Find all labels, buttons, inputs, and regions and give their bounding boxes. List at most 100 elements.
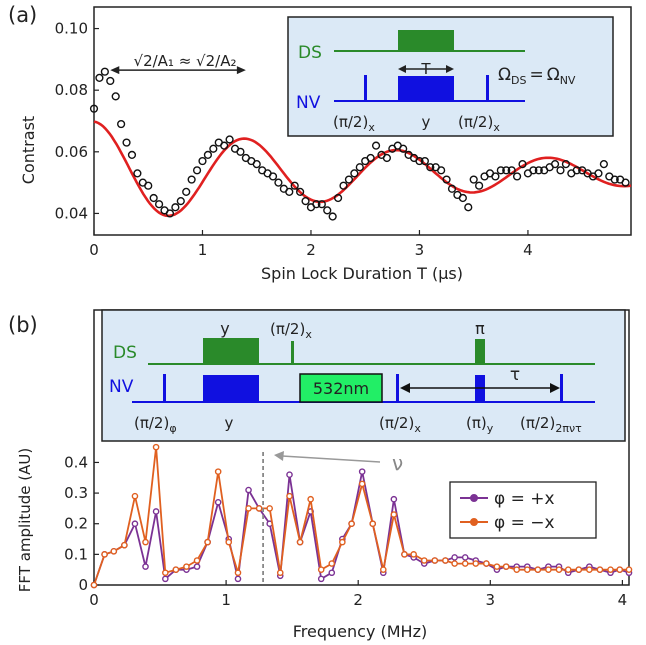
panel-a-data-point — [491, 172, 500, 181]
panel-a-ytick-label: 0.06 — [55, 143, 88, 161]
panel-b-series-point — [101, 551, 108, 558]
panel-b-series-point — [328, 569, 336, 577]
panel-b-series-point — [390, 495, 398, 503]
panel-a-ytick-label: 0.08 — [55, 81, 88, 99]
panel-a: (a) 0 1 2 3 4 0.04 0.06 0.08 0.10 Contrast Spin … — [8, 3, 632, 283]
panel-a-data-point — [355, 163, 364, 172]
period-annotation: √2/A₁ ≈ √2/A₂ — [110, 52, 246, 75]
panel-a-data-point — [344, 175, 354, 184]
panel-b-ytick-label: 0.1 — [64, 545, 88, 563]
panel-a-data-point — [371, 141, 381, 150]
panel-a-inset: DS NV T (π/2)x y (π/2)x ΩDS = ΩNV — [287, 16, 614, 137]
panel-a-data-point — [209, 144, 218, 153]
panel-a-data-point — [621, 178, 630, 187]
panel-a-data-point — [534, 166, 543, 175]
panel-a-data-point — [176, 197, 185, 206]
panel-a-ytick-label: 0.10 — [55, 20, 88, 38]
panel-b-plot: 0 1 2 3 4 0 0.1 0.2 0.3 0.4 — [64, 309, 633, 609]
panel-a-data-point — [236, 147, 245, 156]
panel-b-series-point — [472, 560, 480, 567]
inset-b-nv-pulse-label-2: y — [225, 414, 234, 432]
panel-a-fit-curve — [93, 120, 632, 218]
panel-a-data-point — [512, 172, 522, 181]
panel-b-series-point — [328, 560, 336, 567]
panel-a-data-point — [165, 209, 175, 218]
inset-a-t-arrow-head-left — [398, 65, 406, 73]
panel-a-data-point — [89, 104, 99, 113]
panel-a-data-point — [274, 178, 283, 187]
panel-b-series-point — [431, 557, 439, 564]
inset-a-omega-equation: ΩDS = ΩNV — [498, 65, 576, 87]
inset-b-nv-pulse-label-3: (π/2)x — [379, 414, 421, 435]
panel-b-ytick-label: 0.3 — [64, 484, 88, 502]
legend-b-box — [449, 481, 597, 539]
panel-a-data-point — [599, 160, 608, 169]
inset-a-pulse-label-1: (π/2)x — [333, 113, 375, 134]
period-arrow-head-right — [236, 66, 246, 75]
panel-a-data-point — [556, 166, 565, 175]
panel-b-series-point — [152, 443, 160, 451]
panel-a-data-point — [252, 160, 261, 169]
panel-b-series-point — [442, 557, 449, 564]
inset-b-nv-pulse-label-5: (π/2)2πντ — [520, 414, 582, 435]
panel-b-xtick-label: 1 — [221, 591, 231, 609]
panel-b-series-point — [451, 554, 458, 561]
panel-a-data-point — [117, 119, 126, 129]
legend-b-swatch-marker — [470, 494, 478, 502]
panel-a-data-point — [285, 187, 294, 196]
panel-a-data-point — [507, 166, 516, 175]
panel-a-data-point — [122, 138, 131, 147]
panel-a-data-point — [572, 166, 581, 175]
panel-a-data-point — [323, 206, 332, 215]
inset-a-nv-pulse-3 — [486, 75, 489, 101]
panel-b-series-point — [266, 505, 273, 512]
inset-b-ds-pihalf-label: (π/2)x — [270, 320, 312, 341]
inset-b-ds-pulse-pihalf — [291, 341, 294, 364]
panel-a-data-point — [382, 153, 392, 163]
panel-b-series-point — [152, 508, 160, 515]
panel-b-series-point — [502, 563, 510, 570]
panel-b-series-point — [534, 566, 542, 573]
inset-a-ds-pulse — [398, 30, 454, 51]
panel-a-data-point — [95, 73, 104, 82]
panel-b-xtick-label: 2 — [353, 591, 363, 609]
inset-a-nv-pulse-1 — [364, 75, 367, 101]
panel-a-data-point — [149, 193, 158, 203]
panel-a-data-point — [127, 150, 137, 159]
panel-a-data-point — [182, 187, 191, 196]
inset-b-ds-pulse-y — [203, 338, 259, 364]
panel-b-series-point — [575, 566, 583, 573]
nu-label: ν — [392, 451, 403, 475]
panel-a-data-point — [144, 181, 153, 190]
panel-a-data-point — [198, 156, 207, 166]
inset-b-ds-label: DS — [113, 343, 137, 363]
panel-b-series-point — [307, 495, 314, 503]
inset-b-nv-pulse-2 — [203, 375, 259, 402]
panel-a-xtick-label: 4 — [523, 241, 533, 259]
inset-b-nv-pulse-5 — [560, 374, 563, 402]
inset-a-pulse-label-2: y — [422, 113, 431, 131]
panel-a-xtick-label: 3 — [415, 241, 425, 259]
inset-b-ds-y-label: y — [220, 319, 229, 338]
panel-b-series-point — [607, 566, 614, 573]
panel-a-data-point — [290, 181, 299, 190]
panel-b-series-point — [625, 566, 633, 573]
inset-b-ds-pulse-pi — [475, 339, 485, 364]
panel-b-series-point — [317, 575, 325, 583]
panel-b-series-point — [358, 468, 366, 475]
legend-b-swatch-marker — [470, 518, 478, 526]
panel-a-data-point — [328, 212, 337, 221]
panel-b: (b) 0 1 2 3 4 0 0.1 0.2 0.3 0.4 FFT amplitude (AU… — [8, 309, 633, 641]
panel-b-xtick-label: 4 — [618, 591, 628, 609]
panel-b-series-point — [586, 566, 593, 573]
panel-b-series-point — [90, 581, 98, 589]
panel-a-data-point — [561, 160, 571, 169]
panel-a-data-point — [502, 166, 511, 175]
period-annotation-text: √2/A₁ ≈ √2/A₂ — [134, 52, 237, 70]
panel-b-series-point — [348, 520, 355, 528]
panel-a-data-point — [312, 200, 321, 209]
panel-b-ytick-label: 0.2 — [64, 515, 88, 533]
panel-a-xlabel: Spin Lock Duration T (μs) — [261, 264, 463, 283]
panel-b-series-point — [564, 566, 572, 573]
